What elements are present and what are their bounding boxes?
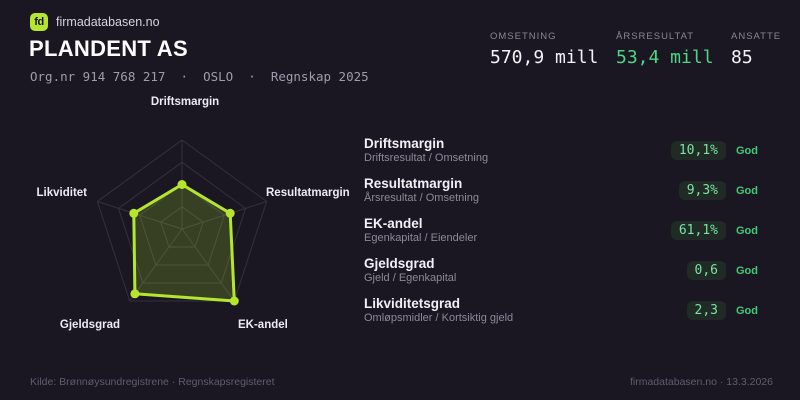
stat-label: OMSETNING: [490, 31, 557, 42]
metric-formula: Driftsresultat / Omsetning: [364, 152, 489, 164]
metric-row-driftsmargin: Driftsmargin Driftsresultat / Omsetning …: [364, 136, 762, 165]
metric-value-badge: 10,1%: [670, 141, 726, 160]
metric-value-badge: 2,3: [686, 301, 726, 320]
stat-omsetning: OMSETNING 570,9 mill: [490, 31, 598, 68]
firmadatabasen-logo-icon: fd: [30, 13, 48, 31]
metric-rating: God: [736, 304, 758, 317]
metric-row-gjeldsgrad: Gjeldsgrad Gjeld / Egenkapital 0,6 God: [364, 256, 762, 285]
metric-text: Resultatmargin Årsresultat / Omsetning: [364, 176, 679, 205]
metric-value-badge: 61,1%: [670, 221, 726, 240]
stat-value: 53,4 mill: [616, 47, 714, 68]
source-note: Kilde: Brønnøysundregistrene · Regnskaps…: [30, 376, 275, 388]
metric-title: Likviditetsgrad: [364, 296, 461, 311]
metric-formula: Omløpsmidler / Kortsiktig gjeld: [364, 312, 514, 324]
radar-axis-ek-andel: EK-andel: [238, 319, 288, 331]
metric-value-badge: 9,3%: [678, 181, 726, 200]
radar-axis-gjeldsgrad: Gjeldsgrad: [59, 319, 120, 331]
metric-formula: Årsresultat / Omsetning: [364, 192, 479, 204]
stat-arsresultat: ÅRSRESULTAT 53,4 mill: [616, 31, 714, 68]
metric-row-ek-andel: EK-andel Egenkapital / Eiendeler 61,1% G…: [364, 216, 762, 245]
stat-value: 85: [731, 47, 753, 68]
metric-rating: God: [736, 144, 758, 157]
metric-formula: Gjeld / Egenkapital: [364, 272, 457, 284]
brand-name: firmadatabasen.no: [56, 15, 160, 29]
metric-text: Gjeldsgrad Gjeld / Egenkapital: [364, 256, 687, 285]
metric-text: Driftsmargin Driftsresultat / Omsetning: [364, 136, 671, 165]
metric-formula: Egenkapital / Eiendeler: [364, 232, 478, 244]
metric-value-badge: 0,6: [686, 261, 726, 280]
metric-text: EK-andel Egenkapital / Eiendeler: [364, 216, 671, 245]
metric-rating: God: [736, 264, 758, 277]
radar-chart-canvas: [96, 139, 268, 306]
stat-ansatte: ANSATTE 85: [731, 31, 781, 68]
metric-title: Driftsmargin: [364, 136, 445, 151]
attribution: firmadatabasen.no · 13.3.2026: [629, 376, 773, 388]
stat-value: 570,9 mill: [490, 47, 599, 68]
metric-text: Likviditetsgrad Omløpsmidler / Kortsikti…: [364, 296, 687, 325]
metric-title: EK-andel: [364, 216, 423, 231]
metric-title: Resultatmargin: [364, 176, 463, 191]
brand: fd firmadatabasen.no: [30, 13, 160, 31]
metric-rating: God: [736, 224, 758, 237]
metrics-list: Driftsmargin Driftsresultat / Omsetning …: [364, 136, 762, 336]
stat-label: ÅRSRESULTAT: [616, 31, 695, 42]
company-name: PLANDENT AS: [29, 36, 188, 61]
metric-row-likviditetsgrad: Likviditetsgrad Omløpsmidler / Kortsikti…: [364, 296, 762, 325]
radar-axis-driftsmargin: Driftsmargin: [150, 96, 220, 108]
radar-chart: Driftsmargin Resultatmargin EK-andel Gje…: [20, 90, 350, 350]
metric-title: Gjeldsgrad: [364, 256, 435, 271]
company-meta: Org.nr 914 768 217 · OSLO · Regnskap 202…: [30, 69, 369, 84]
metric-row-resultatmargin: Resultatmargin Årsresultat / Omsetning 9…: [364, 176, 762, 205]
metric-rating: God: [736, 184, 758, 197]
stat-label: ANSATTE: [731, 31, 782, 42]
radar-axis-likviditet: Likviditet: [36, 187, 87, 199]
radar-axis-resultatmargin: Resultatmargin: [266, 187, 350, 199]
